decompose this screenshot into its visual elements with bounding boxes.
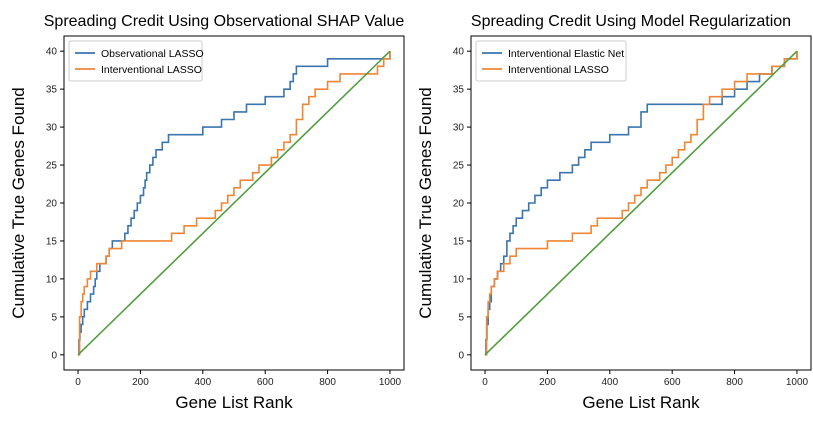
x-tick-label: 800 (726, 377, 743, 388)
y-tick-label: 25 (46, 161, 58, 172)
chart-panel-observational: Spreading Credit Using Observational SHA… (0, 0, 406, 421)
y-tick-label: 35 (46, 85, 58, 96)
series-line-diagonal (77, 50, 391, 356)
chart-model-regularization: Spreading Credit Using Model Regularizat… (416, 13, 812, 412)
y-axis-label: Cumulative True Genes Found (416, 87, 435, 319)
x-tick-label: 400 (194, 377, 211, 388)
y-tick-label: 10 (46, 274, 58, 285)
x-tick-label: 200 (132, 377, 149, 388)
legend-entry-label: Interventional LASSO (101, 64, 202, 76)
legend-box (68, 40, 203, 82)
y-tick-label: 20 (453, 199, 465, 210)
y-tick-label: 0 (51, 350, 57, 361)
x-tick-label: 600 (664, 377, 681, 388)
series-line-interventional-lasso (78, 51, 391, 356)
x-tick-label: 200 (539, 377, 556, 388)
y-tick-label: 25 (453, 161, 465, 172)
chart-panel-regularization: Spreading Credit Using Model Regularizat… (407, 0, 813, 421)
legend: Observational LASSO Interventional LASSO (68, 40, 204, 82)
x-axis-label: Gene List Rank (582, 393, 700, 412)
y-tick-label: 5 (51, 312, 57, 323)
x-tick-label: 800 (319, 377, 336, 388)
x-tick-label: 1000 (379, 377, 402, 388)
chart-title: Spreading Credit Using Model Regularizat… (471, 13, 791, 30)
y-tick-label: 20 (46, 199, 58, 210)
series-line-observational-lasso (78, 51, 391, 356)
y-tick-label: 35 (453, 85, 465, 96)
legend-entry-label: Interventional Elastic Net (508, 48, 624, 60)
x-tick-label: 600 (257, 377, 274, 388)
y-tick-label: 5 (458, 312, 464, 323)
series-line-diagonal (484, 50, 798, 356)
y-tick-label: 15 (46, 236, 58, 247)
x-axis-label: Gene List Rank (175, 393, 293, 412)
y-tick-label: 40 (453, 47, 465, 58)
legend-entry-label: Interventional LASSO (508, 64, 609, 76)
legend: Interventional Elastic Net Interventional… (475, 40, 627, 82)
series-line-interventional-lasso (485, 51, 798, 356)
chart-title: Spreading Credit Using Observational SHA… (44, 13, 405, 30)
x-tick-label: 400 (601, 377, 618, 388)
legend-box (475, 40, 627, 82)
x-tick-label: 0 (75, 377, 81, 388)
y-tick-label: 0 (458, 350, 464, 361)
y-axis-label: Cumulative True Genes Found (9, 87, 28, 319)
y-tick-label: 30 (453, 123, 465, 134)
x-tick-label: 1000 (786, 377, 809, 388)
y-tick-label: 10 (453, 274, 465, 285)
y-tick-label: 40 (46, 47, 58, 58)
legend-entry-label: Observational LASSO (101, 48, 204, 60)
chart-observational-shap: Spreading Credit Using Observational SHA… (9, 13, 405, 412)
y-tick-label: 30 (46, 123, 58, 134)
x-tick-label: 0 (482, 377, 488, 388)
y-tick-label: 15 (453, 236, 465, 247)
